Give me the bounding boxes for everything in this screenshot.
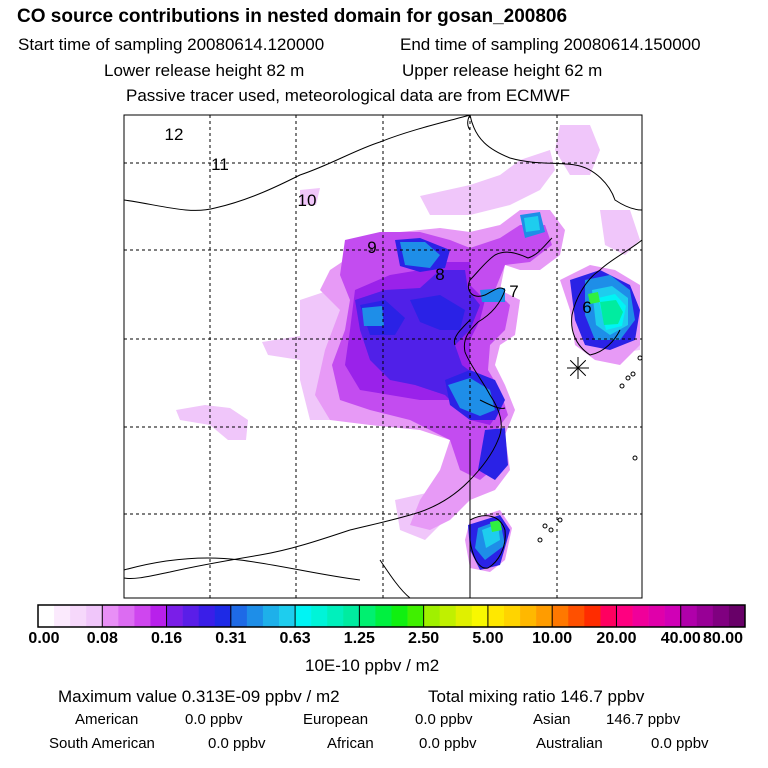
upper-release-label: Upper release height 62 m [402,61,603,80]
plume-patch [448,378,495,416]
region-value: 0.0 ppbv [419,735,477,752]
plume-patch [400,242,440,268]
island [625,375,631,381]
region-name: American [75,711,139,728]
day-label: 7 [509,282,518,301]
island [619,383,625,389]
colorbar-tick-label: 0.16 [150,630,183,647]
colorbar-tick-label: 5.00 [472,630,504,647]
colorbar-tick-label: 0.31 [215,630,247,647]
plume-patch [420,150,555,215]
start-time-label: Start time of sampling 20080614.120000 [18,35,325,54]
day-label: 8 [435,265,444,284]
coastline [571,239,643,356]
region-name: Asian [533,711,571,728]
region-value: 0.0 ppbv [415,711,473,728]
colorbar-tick-label: 10.00 [532,630,573,647]
region-name: Australian [536,735,603,752]
plume-patch [362,306,384,326]
colorbar-tick-label: 0.00 [28,630,60,647]
plume-patch [490,520,502,532]
day-label: 10 [298,191,317,210]
plume-patch [410,295,465,330]
coastline [479,399,506,409]
colorbar-units: 10E-10 ppbv / m2 [305,656,440,675]
region-name: South American [49,735,155,752]
coastline [123,557,361,581]
chart-title: CO source contributions in nested domain… [17,6,568,27]
island [542,523,548,529]
plume-patch [600,300,623,325]
plume-patch [524,216,540,232]
region-value: 0.0 ppbv [185,711,243,728]
plume-patch [478,428,508,480]
lower-release-label: Lower release height 82 m [104,61,305,80]
region-value: 0.0 ppbv [208,735,266,752]
receptor-marker [569,359,587,377]
plume-patch [300,188,320,205]
coastline [379,559,411,599]
coastline [469,515,506,569]
day-label: 12 [165,125,184,144]
plume-patch [600,210,640,255]
island [548,527,554,533]
coastline [469,114,643,211]
island [630,371,636,377]
day-label: 9 [367,238,376,257]
maximum-value: Maximum value 0.313E-09 ppbv / m2 [58,687,340,706]
plume-patch [555,125,600,175]
coastline [453,319,471,346]
colorbar-tick-label: 2.50 [408,630,440,647]
island [637,355,643,361]
coastline [467,237,553,297]
region-name: African [327,735,374,752]
island [557,517,563,523]
map-plot: 12 11 10 9 8 7 6 [123,114,643,599]
coastline [123,114,471,211]
plume-patch [176,405,248,440]
plot-frame [123,114,643,599]
colorbar-tick-label: 0.08 [86,630,118,647]
end-time-label: End time of sampling 20080614.150000 [400,35,701,54]
plume-patch [480,288,505,302]
region-value: 146.7 ppbv [606,711,681,728]
coastline [349,289,506,531]
colorbar-tick-label: 80.00 [702,630,744,647]
colorbar-tick-label: 1.25 [343,630,375,647]
colorbar-tick-label: 40.00 [660,630,701,647]
colorbar-tick-label: 0.63 [279,630,311,647]
tracer-note: Passive tracer used, meteorological data… [126,86,571,105]
region-value: 0.0 ppbv [651,735,709,752]
island [537,537,543,543]
region-name: European [303,711,369,728]
total-mixing-ratio: Total mixing ratio 146.7 ppbv [428,687,645,706]
plume-patch [588,292,600,304]
day-label: 6 [582,298,591,317]
coastline [123,529,351,579]
day-label: 11 [211,155,229,174]
island [632,455,638,461]
colorbar-tick-label: 20.00 [596,630,637,647]
